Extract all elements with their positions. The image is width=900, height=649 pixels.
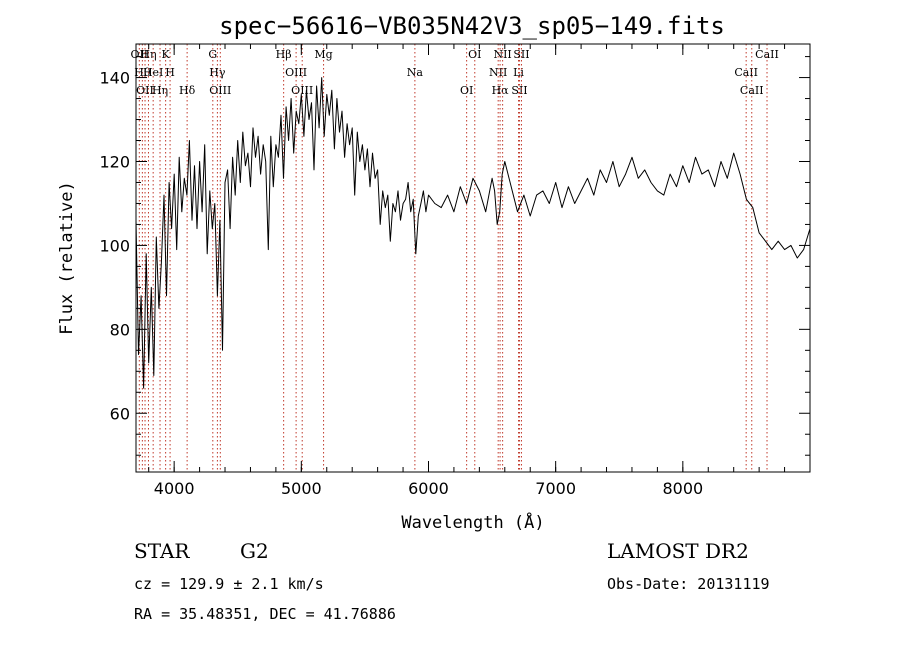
survey-name: LAMOST DR2 — [607, 539, 749, 563]
line-label-13: OIII — [285, 66, 307, 79]
y-tick-label: 60 — [110, 404, 130, 423]
line-label-10: Hγ — [209, 66, 226, 79]
line-label-3: Hη — [140, 48, 156, 61]
chart-title: spec−56616−VB035N42V3_sp05−149.fits — [219, 12, 725, 40]
line-label-19: NII — [489, 66, 507, 79]
line-label-8: Hδ — [179, 84, 196, 97]
x-tick-label: 5000 — [281, 479, 322, 498]
spectrum-line-0 — [135, 77, 811, 389]
line-label-24: SII — [513, 48, 529, 61]
spectral-line-markers: OIIHθOIIHηHeIHηKHHδGHγOIIIHβOIIIOIIIMgNa… — [130, 44, 779, 472]
y-tick-label: 120 — [99, 152, 130, 171]
object-subclass: G2 — [240, 539, 269, 563]
spectrum-series — [135, 77, 811, 389]
line-label-4: HeI — [143, 66, 163, 79]
line-label-0: OII — [130, 48, 148, 61]
object-class: STAR — [134, 539, 190, 563]
obs-date: Obs-Date: 20131119 — [607, 575, 770, 593]
line-label-27: CaII — [755, 48, 779, 61]
redshift-cz: cz = 129.9 ± 2.1 km/s — [134, 575, 324, 593]
line-label-9: G — [208, 48, 217, 61]
line-label-11: OIII — [209, 84, 231, 97]
line-label-16: Na — [407, 66, 424, 79]
axis-ticks: 4000 5000 6000 7000 8000 60 80 100 120 140 — [99, 44, 810, 498]
line-label-23: SII — [511, 84, 527, 97]
y-tick-label: 80 — [110, 320, 130, 339]
line-label-21: NII — [493, 48, 511, 61]
x-tick-label: 6000 — [408, 479, 449, 498]
line-label-20: Hα — [492, 84, 510, 97]
line-label-26: CaII — [740, 84, 764, 97]
line-label-5: Hη — [152, 84, 168, 97]
x-tick-label: 4000 — [154, 479, 195, 498]
y-axis-label: Flux (relative) — [57, 181, 77, 335]
x-tick-label: 7000 — [535, 479, 576, 498]
ra-dec: RA = 35.48351, DEC = 41.76886 — [134, 605, 396, 623]
y-tick-label: 140 — [99, 69, 130, 88]
y-tick-label: 100 — [99, 236, 130, 255]
line-label-22: Li — [513, 66, 524, 79]
line-label-2: OII — [136, 84, 154, 97]
x-tick-label: 8000 — [662, 479, 703, 498]
line-label-7: H — [165, 66, 175, 79]
plot-frame — [135, 43, 811, 473]
line-label-1: Hθ — [134, 66, 151, 79]
line-label-17: OI — [460, 84, 473, 97]
line-label-14: OIII — [291, 84, 313, 97]
line-label-15: Mg — [314, 48, 332, 61]
line-label-18: OI — [468, 48, 481, 61]
line-label-12: Hβ — [276, 48, 292, 61]
line-label-6: K — [162, 48, 171, 61]
x-axis-label: Wavelength (Å) — [401, 511, 544, 533]
line-label-25: CaII — [734, 66, 758, 79]
